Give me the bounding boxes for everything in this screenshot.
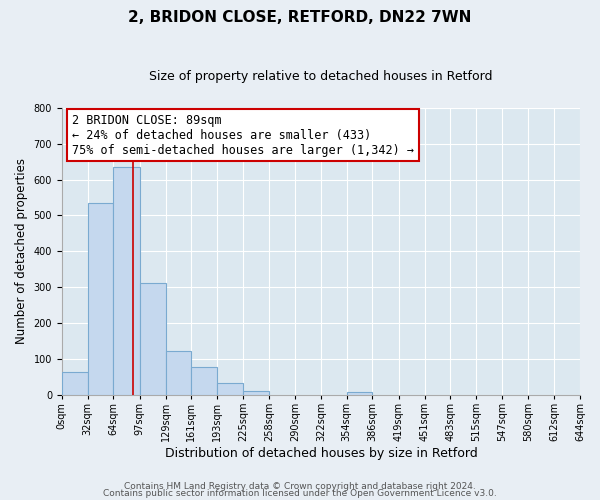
Bar — [88, 203, 113, 395]
Bar — [243, 390, 269, 395]
Bar — [140, 283, 166, 395]
X-axis label: Distribution of detached houses by size in Retford: Distribution of detached houses by size … — [164, 447, 477, 460]
Text: Contains HM Land Registry data © Crown copyright and database right 2024.: Contains HM Land Registry data © Crown c… — [124, 482, 476, 491]
Text: Contains public sector information licensed under the Open Government Licence v3: Contains public sector information licen… — [103, 490, 497, 498]
Text: 2, BRIDON CLOSE, RETFORD, DN22 7WN: 2, BRIDON CLOSE, RETFORD, DN22 7WN — [128, 10, 472, 25]
Bar — [113, 167, 140, 395]
Title: Size of property relative to detached houses in Retford: Size of property relative to detached ho… — [149, 70, 493, 83]
Bar — [347, 392, 373, 395]
Text: 2 BRIDON CLOSE: 89sqm
← 24% of detached houses are smaller (433)
75% of semi-det: 2 BRIDON CLOSE: 89sqm ← 24% of detached … — [72, 114, 414, 156]
Bar — [166, 351, 191, 395]
Bar — [191, 368, 217, 395]
Bar — [217, 383, 243, 395]
Bar — [62, 372, 88, 395]
Y-axis label: Number of detached properties: Number of detached properties — [15, 158, 28, 344]
